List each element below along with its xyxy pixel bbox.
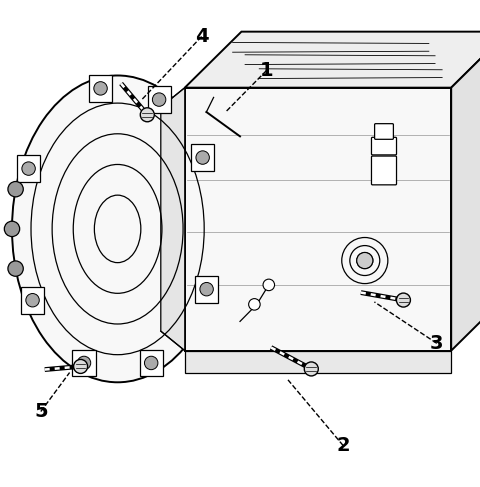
Circle shape (4, 221, 20, 237)
FancyBboxPatch shape (147, 86, 170, 113)
FancyBboxPatch shape (191, 144, 214, 171)
Circle shape (200, 282, 213, 296)
FancyBboxPatch shape (17, 155, 40, 182)
FancyBboxPatch shape (195, 276, 218, 302)
Circle shape (357, 252, 373, 269)
Circle shape (73, 359, 87, 374)
Circle shape (8, 261, 23, 276)
FancyBboxPatch shape (372, 156, 396, 185)
Circle shape (22, 162, 36, 175)
Circle shape (26, 294, 39, 307)
Text: 3: 3 (430, 334, 444, 353)
Circle shape (304, 362, 318, 376)
Circle shape (77, 356, 91, 370)
Bar (185, 88, 451, 351)
Circle shape (396, 293, 410, 307)
FancyBboxPatch shape (372, 137, 396, 155)
Polygon shape (451, 32, 480, 351)
FancyBboxPatch shape (21, 287, 44, 314)
Circle shape (263, 279, 275, 291)
FancyBboxPatch shape (140, 350, 163, 376)
Circle shape (152, 93, 166, 106)
Polygon shape (185, 351, 451, 373)
Circle shape (249, 299, 260, 310)
Circle shape (8, 182, 23, 197)
Circle shape (94, 82, 107, 95)
Text: 1: 1 (260, 61, 273, 80)
Polygon shape (185, 32, 480, 88)
Text: 4: 4 (195, 27, 208, 46)
FancyBboxPatch shape (374, 124, 394, 139)
FancyBboxPatch shape (89, 75, 112, 102)
Text: 5: 5 (34, 402, 48, 421)
Circle shape (140, 108, 154, 122)
Text: 2: 2 (336, 436, 350, 455)
Circle shape (144, 356, 158, 370)
Ellipse shape (12, 75, 223, 382)
FancyBboxPatch shape (72, 350, 96, 376)
Polygon shape (161, 88, 185, 351)
Circle shape (196, 151, 209, 164)
